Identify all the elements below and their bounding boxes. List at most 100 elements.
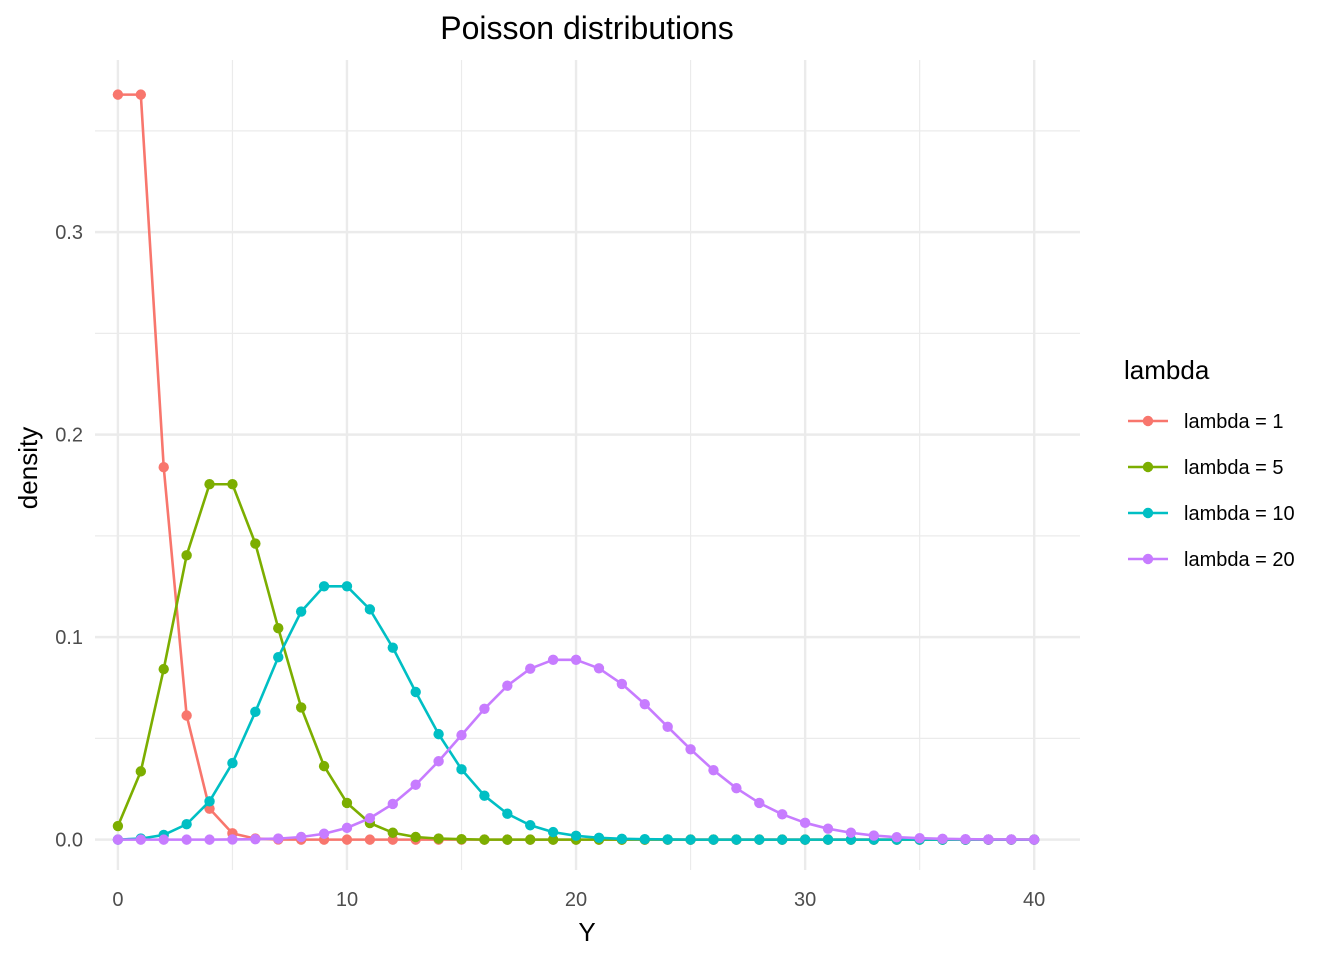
y-tick-label: 0.2 bbox=[55, 425, 83, 447]
legend-item: lambda = 10 bbox=[1128, 503, 1295, 525]
data-point bbox=[364, 812, 376, 824]
grid-layer bbox=[95, 60, 1080, 870]
legend: lambda lambda = 1 lambda = 5 lambda = 10 la… bbox=[1124, 355, 1295, 571]
data-point bbox=[227, 834, 238, 845]
data-point bbox=[708, 764, 719, 776]
x-tick-label: 0 bbox=[112, 889, 123, 911]
legend-label: lambda = 10 bbox=[1184, 503, 1295, 525]
data-point bbox=[799, 817, 811, 829]
data-point bbox=[112, 834, 124, 845]
data-point bbox=[639, 698, 650, 710]
data-point bbox=[891, 831, 902, 843]
legend-item: lambda = 1 bbox=[1128, 411, 1284, 433]
data-point bbox=[135, 766, 147, 777]
data-point bbox=[547, 654, 559, 666]
data-point bbox=[387, 798, 398, 810]
data-point bbox=[318, 828, 330, 839]
data-point bbox=[822, 823, 834, 834]
x-tick-label: 30 bbox=[794, 889, 816, 911]
data-point bbox=[731, 834, 742, 845]
data-point bbox=[662, 721, 673, 733]
data-point bbox=[525, 820, 536, 831]
data-point bbox=[341, 797, 353, 809]
data-point bbox=[547, 834, 559, 845]
data-point bbox=[433, 833, 444, 844]
data-point bbox=[616, 833, 628, 845]
y-tick-label: 0.0 bbox=[55, 830, 83, 852]
legend-key-point bbox=[1142, 461, 1154, 473]
data-point bbox=[799, 834, 811, 845]
data-point bbox=[616, 678, 628, 690]
data-point bbox=[754, 797, 765, 809]
data-point bbox=[570, 654, 582, 666]
data-point bbox=[868, 830, 880, 841]
data-point bbox=[456, 764, 467, 775]
series-group bbox=[112, 654, 1040, 845]
data-point bbox=[341, 834, 353, 845]
data-point bbox=[250, 834, 261, 845]
data-point bbox=[593, 832, 605, 844]
data-point bbox=[273, 623, 284, 634]
legend-item: lambda = 5 bbox=[1128, 457, 1284, 479]
data-point bbox=[433, 728, 444, 740]
data-point bbox=[295, 831, 307, 843]
data-point bbox=[227, 479, 238, 490]
data-point bbox=[662, 834, 673, 845]
data-point bbox=[1006, 834, 1017, 845]
chart-title: Poisson distributions bbox=[440, 10, 733, 46]
data-point bbox=[158, 462, 169, 473]
data-point bbox=[433, 756, 444, 767]
data-point bbox=[570, 830, 582, 841]
data-point bbox=[502, 834, 513, 845]
data-point bbox=[181, 550, 192, 561]
data-point bbox=[181, 834, 192, 845]
x-tick-label: 20 bbox=[565, 889, 587, 911]
data-point bbox=[410, 686, 421, 698]
data-point bbox=[708, 834, 719, 845]
data-point bbox=[158, 663, 169, 675]
data-point bbox=[479, 790, 490, 801]
data-point bbox=[914, 833, 925, 844]
data-point bbox=[777, 834, 788, 845]
data-point bbox=[685, 744, 696, 755]
data-point bbox=[273, 833, 284, 844]
data-point bbox=[387, 642, 398, 653]
data-point bbox=[547, 826, 559, 838]
legend-key-point bbox=[1142, 553, 1154, 565]
data-point bbox=[273, 651, 284, 663]
data-point bbox=[1028, 834, 1040, 845]
data-point bbox=[731, 782, 742, 794]
data-point bbox=[777, 809, 788, 820]
legend-label: lambda = 5 bbox=[1184, 457, 1284, 479]
data-point bbox=[983, 834, 994, 845]
data-point bbox=[960, 834, 971, 845]
data-point bbox=[250, 706, 261, 718]
data-point bbox=[295, 702, 307, 713]
data-point bbox=[410, 831, 421, 843]
series-layer bbox=[112, 89, 1040, 845]
x-tick-label: 40 bbox=[1023, 889, 1045, 911]
legend-title: lambda bbox=[1124, 355, 1210, 385]
legend-key-point bbox=[1142, 415, 1154, 427]
data-point bbox=[112, 820, 124, 832]
data-point bbox=[318, 581, 330, 592]
data-point bbox=[479, 703, 490, 715]
data-point bbox=[341, 822, 353, 834]
x-axis-title: Y bbox=[578, 917, 595, 947]
data-point bbox=[754, 834, 765, 845]
data-point bbox=[135, 834, 147, 845]
data-point bbox=[318, 760, 330, 772]
data-point bbox=[135, 89, 147, 100]
y-tick-label: 0.1 bbox=[55, 627, 83, 649]
data-point bbox=[250, 538, 261, 549]
axis-layer: 0 10 20 30 40 0.0 0.1 0.2 0.3 bbox=[55, 222, 1045, 911]
data-point bbox=[479, 834, 490, 845]
y-tick-label: 0.3 bbox=[55, 222, 83, 244]
data-point bbox=[364, 604, 376, 615]
x-tick-label: 10 bbox=[336, 889, 358, 911]
data-point bbox=[204, 479, 215, 490]
data-point bbox=[112, 89, 124, 100]
data-point bbox=[341, 581, 353, 592]
data-point bbox=[525, 834, 536, 845]
